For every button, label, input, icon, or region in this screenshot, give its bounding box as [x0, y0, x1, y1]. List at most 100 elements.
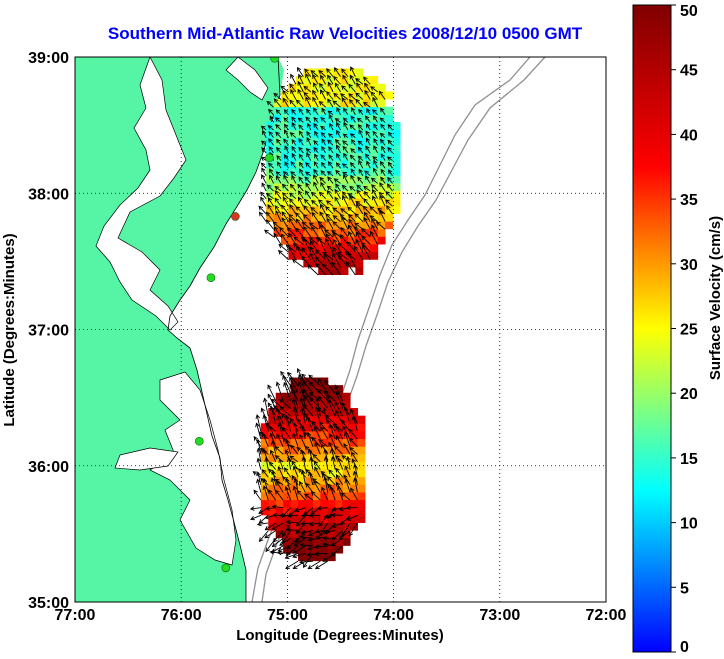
velocity-vector: [267, 125, 274, 131]
velocity-vector-head: [335, 162, 341, 167]
velocity-cell: [327, 430, 336, 440]
velocity-vector: [350, 116, 356, 123]
velocity-vector-head: [276, 414, 281, 420]
velocity-vector-head: [337, 242, 343, 248]
velocity-vector: [334, 189, 341, 199]
velocity-cell: [347, 68, 356, 77]
velocity-vector: [335, 139, 341, 146]
velocity-vector-head: [322, 251, 327, 257]
velocity-cell: [370, 83, 379, 92]
velocity-cell: [342, 499, 351, 508]
velocity-vector-head: [303, 205, 308, 210]
velocity-vector-head: [281, 211, 286, 216]
velocity-vector-head: [273, 232, 278, 238]
velocity-vector: [372, 131, 379, 138]
velocity-vector: [336, 145, 341, 154]
velocity-vector-head: [356, 82, 361, 88]
velocity-vector: [285, 449, 292, 463]
x-axis-label: Longitude (Degrees:Minutes): [236, 627, 444, 644]
velocity-vector-head: [349, 124, 355, 129]
velocity-vector-head: [313, 122, 318, 128]
velocity-vector: [363, 217, 371, 230]
velocity-cell: [327, 408, 336, 417]
velocity-vector-head: [320, 125, 325, 131]
velocity-vector-head: [289, 183, 295, 189]
velocity-vector-head: [326, 476, 332, 481]
velocity-vector: [260, 478, 269, 486]
velocity-vector: [320, 75, 327, 85]
velocity-vector-head: [298, 190, 303, 196]
velocity-vector-head: [326, 394, 331, 400]
velocity-vector-head: [331, 541, 336, 547]
velocity-vector-head: [323, 390, 329, 396]
velocity-vector: [350, 175, 356, 184]
velocity-vector-head: [260, 156, 266, 161]
velocity-vector-head: [332, 238, 338, 244]
velocity-cell: [327, 499, 336, 508]
velocity-vector-head: [306, 108, 311, 114]
velocity-vector-head: [258, 509, 263, 514]
velocity-cell: [320, 408, 329, 417]
velocity-vector-head: [278, 243, 284, 249]
velocity-vector-head: [293, 477, 299, 483]
velocity-vector-head: [335, 409, 340, 415]
velocity-vector-head: [344, 465, 349, 471]
velocity-vector: [313, 169, 319, 177]
velocity-vector-head: [266, 100, 272, 106]
velocity-vector: [301, 247, 312, 261]
velocity-vector: [265, 522, 276, 531]
velocity-vector: [311, 200, 319, 207]
velocity-vector-head: [268, 146, 274, 152]
velocity-vector: [327, 171, 334, 177]
velocity-vector: [299, 169, 304, 177]
velocity-vector: [263, 485, 269, 501]
velocity-vector: [282, 476, 291, 486]
velocity-cell: [362, 251, 371, 260]
velocity-vector-head: [344, 251, 350, 256]
velocity-vector-head: [370, 91, 376, 97]
velocity-vector-head: [348, 218, 353, 224]
velocity-vector-head: [388, 169, 393, 175]
velocity-vector-head: [317, 199, 323, 204]
x-tick-labels: 77:00 76:00 75:00 74:00 73:00 72:00: [55, 607, 627, 624]
velocity-cell: [320, 499, 329, 508]
velocity-vector-head: [267, 384, 272, 390]
velocity-vector-head: [355, 238, 360, 244]
velocity-vector: [380, 161, 386, 169]
velocity-cell: [268, 453, 277, 462]
velocity-vector: [334, 446, 343, 455]
velocity-vector: [379, 182, 386, 192]
velocity-cell: [268, 499, 277, 508]
map-grid: [75, 57, 606, 602]
velocity-vector: [278, 422, 284, 440]
colorbar-tick-label: 0: [680, 639, 689, 656]
velocity-vector: [358, 129, 364, 138]
velocity-vector-head: [271, 525, 277, 530]
velocity-vector: [303, 92, 312, 100]
velocity-vector-head: [322, 263, 327, 269]
velocity-cell: [275, 392, 284, 401]
velocity-vector-head: [307, 531, 313, 537]
velocity-cell: [305, 537, 314, 546]
velocity-vector-head: [355, 200, 361, 206]
velocity-vector: [364, 90, 371, 100]
velocity-vector: [289, 418, 299, 432]
velocity-vector: [304, 199, 312, 207]
velocity-cell: [318, 228, 327, 237]
velocity-vector-head: [281, 217, 286, 222]
velocity-vector: [280, 233, 289, 245]
velocity-vector: [260, 448, 269, 455]
velocity-vector-head: [265, 547, 270, 553]
velocity-vector: [256, 423, 262, 440]
velocity-vector-head: [354, 222, 359, 228]
velocity-vector: [293, 466, 299, 478]
velocity-vector: [253, 489, 262, 501]
velocity-cell: [333, 236, 341, 245]
velocity-vector: [309, 222, 319, 230]
velocity-vector-head: [349, 185, 354, 191]
velocity-vector: [379, 195, 386, 207]
velocity-vector: [327, 185, 334, 192]
velocity-cell: [281, 198, 289, 207]
velocity-vector-head: [313, 181, 318, 187]
velocity-cell: [283, 423, 292, 432]
